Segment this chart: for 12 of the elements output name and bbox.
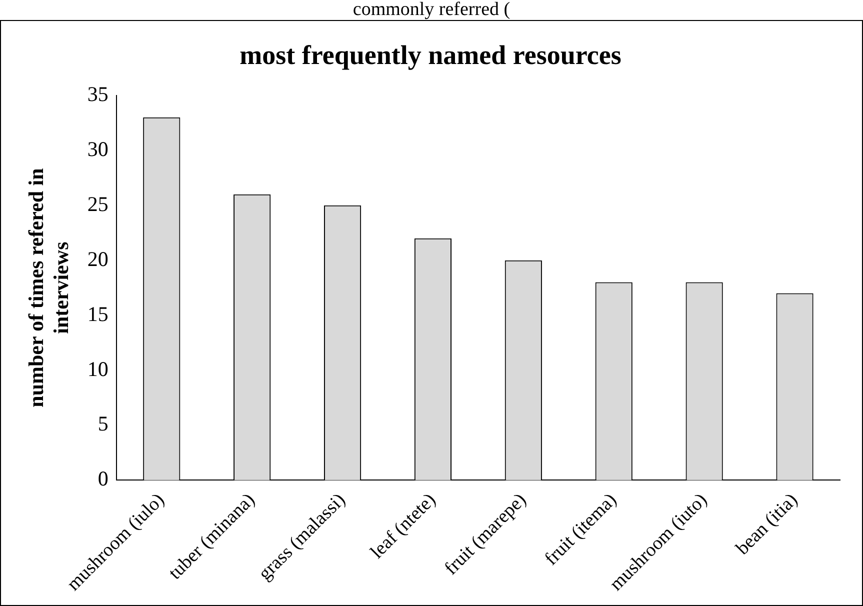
y-tick-label: 30 [87,136,108,161]
y-tick-label: 20 [87,246,108,271]
chart-title: most frequently named resources [240,40,622,70]
y-tick-label: 25 [87,192,108,216]
y-tick-label: 5 [98,412,108,436]
x-tick-label: bean (itia) [732,489,802,560]
y-tick-label: 10 [87,356,108,381]
y-tick-label: 0 [98,466,108,491]
text: commonly referred ( [352,0,512,20]
y-axis-title: number of times refered in interviews [24,168,74,408]
y-tick-label: 35 [87,82,108,106]
y-tick-label: 15 [87,302,108,326]
